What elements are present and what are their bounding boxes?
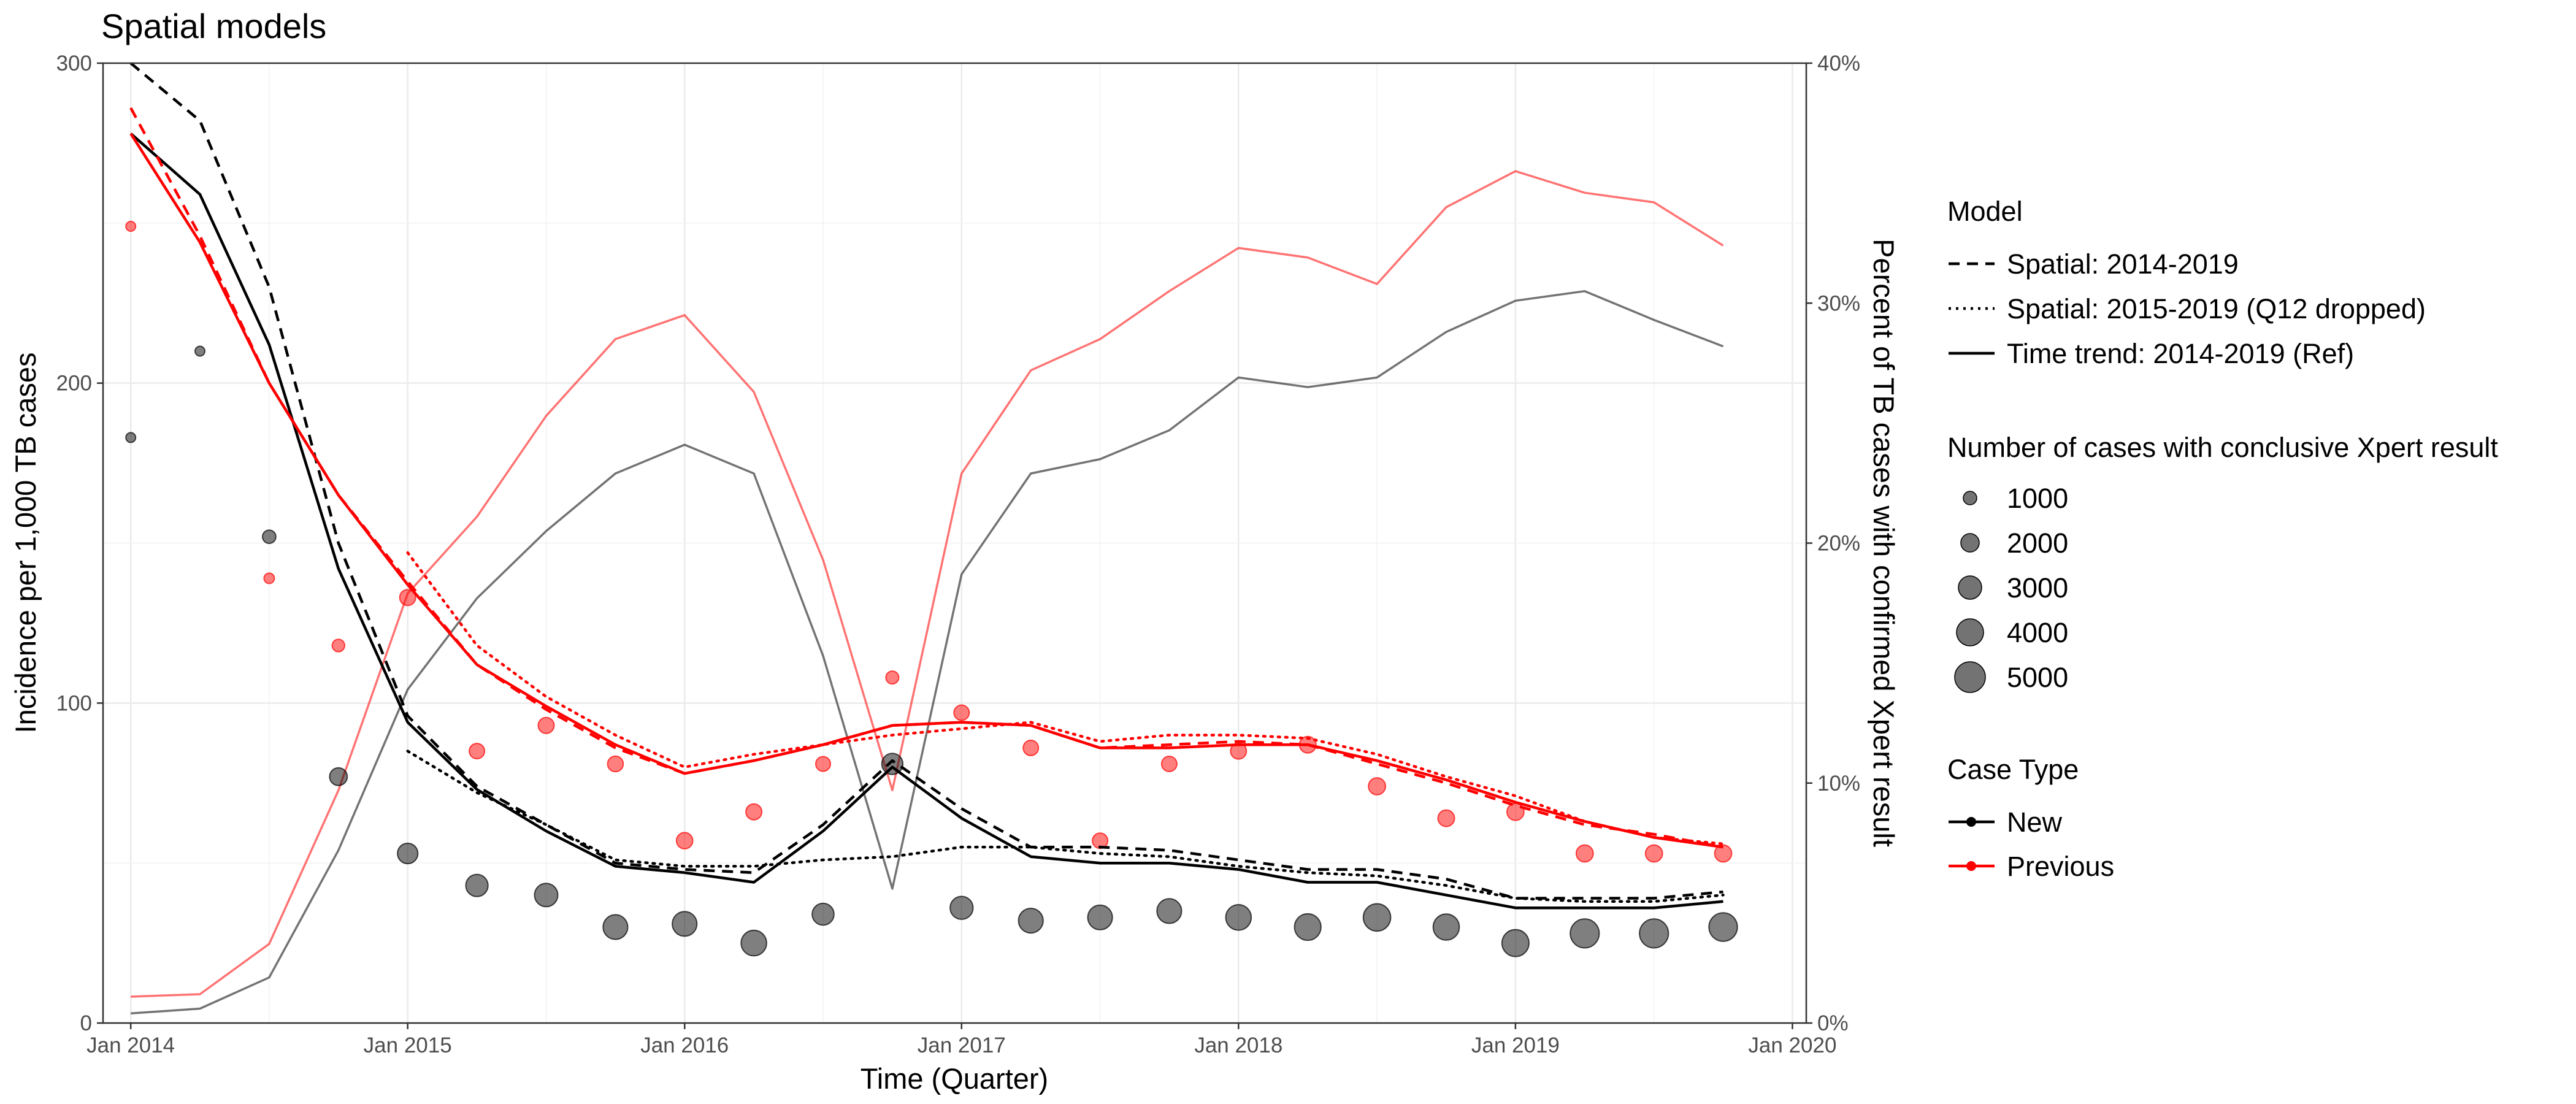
x-tick-label: Jan 2018 (1194, 1033, 1282, 1057)
percent-line-previous (131, 170, 1724, 998)
observed-point-previous (745, 803, 763, 821)
observed-point-new (194, 345, 205, 357)
legend-case-type-label-0: New (2007, 807, 2063, 838)
observed-point-new (1294, 913, 1322, 941)
y-axis-title: Incidence per 1,000 TB cases (9, 353, 42, 734)
observed-point-new (1156, 898, 1183, 924)
observed-point-new (1708, 912, 1738, 942)
observed-point-previous (1160, 756, 1178, 772)
legend-model-label-0: Spatial: 2014-2019 (2007, 248, 2239, 280)
x-tick-label: Jan 2019 (1471, 1033, 1560, 1057)
y-tick-label: 100 (56, 691, 92, 715)
observed-point-new (534, 883, 559, 908)
legend-model-title: Model (1947, 196, 2023, 227)
observed-point-new (397, 842, 419, 865)
observed-point-previous (537, 716, 555, 734)
observed-point-previous (607, 755, 624, 773)
observed-point-previous (331, 638, 345, 653)
observed-point-previous (675, 832, 694, 849)
legend-key-previous-dot (1966, 861, 1976, 871)
legend-model-label-1: Spatial: 2015-2019 (Q12 dropped) (2007, 293, 2426, 324)
observed-point-new (1362, 903, 1392, 932)
legend-case-type-title: Case Type (1947, 754, 2079, 785)
observed-point-previous (1575, 844, 1594, 863)
legend-case-type: Case Type New Previous (1947, 754, 2114, 882)
legend-size-label-1: 2000 (2007, 527, 2068, 559)
x-tick-label: Jan 2015 (364, 1033, 452, 1057)
observed-point-new (329, 767, 348, 786)
observed-point-previous (1368, 777, 1387, 795)
observed-point-previous (885, 670, 900, 685)
observed-point-new (949, 895, 974, 920)
y-tick-label: 300 (56, 52, 92, 75)
legend-model: Model Spatial: 2014-2019 Spatial: 2015-2… (1947, 196, 2426, 369)
legend-size-label-2: 3000 (2007, 572, 2068, 604)
observed-point-new (465, 873, 489, 897)
legend-size-dot-2000 (1960, 533, 1980, 553)
observed-point-previous (1644, 844, 1663, 863)
legend-key-new-dot (1966, 817, 1976, 827)
observed-point-previous (399, 589, 416, 607)
observed-point-previous (953, 704, 970, 721)
observed-point-new (602, 914, 629, 940)
model-line-previous-spatial-2015-2019-q12-dropped (406, 551, 1725, 846)
legend-size-dot-4000 (1956, 618, 1984, 646)
observed-point-new (1018, 908, 1044, 934)
y-tick-label: 200 (56, 372, 92, 396)
x-tick-label: Jan 2017 (918, 1033, 1006, 1057)
x-tick-label: Jan 2016 (640, 1033, 729, 1057)
observed-point-previous (815, 756, 831, 772)
model-line-new-spatial-2015-2019-q12-dropped (406, 749, 1725, 903)
observed-point-new (881, 753, 904, 775)
observed-point-new (125, 432, 137, 443)
observed-point-previous (1714, 844, 1733, 863)
legend-size-dot-3000 (1958, 575, 1982, 600)
legend: Model Spatial: 2014-2019 Spatial: 2015-2… (1947, 196, 2498, 882)
x-tick-label: Jan 2020 (1748, 1033, 1836, 1057)
observed-point-new (740, 929, 767, 957)
legend-model-label-2: Time trend: 2014-2019 (Ref) (2007, 338, 2354, 369)
x-axis-title: Time (Quarter) (861, 1062, 1048, 1095)
y2-tick-label: 0% (1817, 1011, 1849, 1035)
legend-size-label-0: 1000 (2007, 483, 2068, 514)
axes: Jan 2014 Jan 2015 Jan 2016 Jan 2017 Jan 2018… (56, 52, 1860, 1057)
y-tick-label: 0 (80, 1011, 92, 1035)
legend-case-type-label-1: Previous (2007, 851, 2114, 882)
model-line-new-spatial-2014-2019 (129, 62, 1723, 900)
observed-point-previous (125, 221, 137, 232)
observed-point-previous (1022, 739, 1040, 756)
legend-size-label-3: 4000 (2007, 617, 2068, 648)
legend-size-dot-1000 (1963, 491, 1977, 505)
observed-point-new (811, 902, 835, 926)
y2-tick-label: 10% (1817, 772, 1860, 795)
observed-point-new (672, 911, 698, 937)
observed-point-previous (469, 743, 486, 760)
y2-tick-label: 30% (1817, 291, 1860, 315)
y2-axis-title: Percent of TB cases with confirmed Xpert… (1868, 239, 1900, 847)
legend-size-dot-5000 (1954, 661, 1986, 693)
plot-area (102, 62, 1807, 1024)
observed-point-new (1501, 929, 1530, 957)
observed-point-previous (1230, 742, 1248, 760)
model-line-previous-time-trend-2014-2019-ref (129, 132, 1723, 849)
observed-point-new (1639, 918, 1669, 949)
legend-size-label-4: 5000 (2007, 662, 2068, 693)
observed-point-new (1432, 913, 1460, 941)
y2-tick-label: 20% (1817, 532, 1860, 556)
legend-size-title: Number of cases with conclusive Xpert re… (1947, 432, 2498, 463)
chart-title: Spatial models (101, 7, 326, 45)
observed-points-group (125, 221, 1738, 957)
observed-point-new (1087, 904, 1113, 930)
y2-tick-label: 40% (1817, 52, 1860, 75)
x-tick-label: Jan 2014 (86, 1033, 175, 1057)
observed-point-new (262, 529, 277, 544)
legend-size: Number of cases with conclusive Xpert re… (1947, 432, 2498, 693)
observed-point-new (1570, 918, 1600, 949)
observed-point-previous (263, 572, 275, 585)
model-line-new-time-trend-2014-2019-ref (129, 132, 1723, 910)
observed-point-previous (1437, 809, 1455, 827)
observed-point-new (1225, 904, 1252, 931)
incidence-series-group (129, 62, 1725, 910)
